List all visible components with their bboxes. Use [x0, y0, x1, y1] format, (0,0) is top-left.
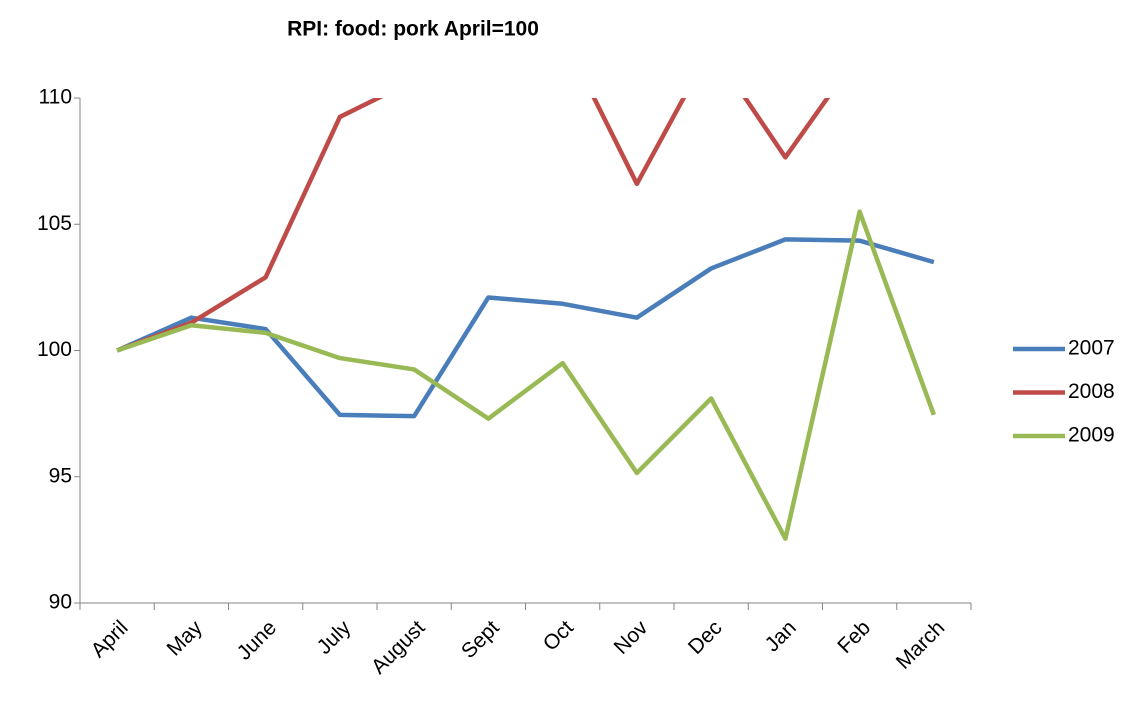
- y-tick-label: 95: [49, 464, 72, 487]
- legend-label: 2008: [1068, 380, 1115, 403]
- legend-label: 2007: [1068, 337, 1115, 360]
- y-tick-label: 90: [49, 591, 72, 614]
- x-tick-label: July: [313, 616, 356, 659]
- chart-title: RPI: food: pork April=100: [287, 18, 539, 41]
- series-line: [116, 237, 935, 419]
- y-tick-label: 100: [37, 338, 72, 361]
- x-tick-label: Feb: [833, 616, 875, 658]
- x-tick-label: August: [367, 616, 430, 679]
- y-tick-label: 110: [39, 86, 72, 109]
- x-tick-label: March: [892, 616, 950, 674]
- series-line: [116, 98, 831, 353]
- x-tick-label: Nov: [610, 616, 653, 659]
- x-tick-label: Dec: [684, 616, 727, 659]
- x-tick-label: June: [233, 616, 281, 664]
- y-tick-label: 105: [37, 212, 72, 235]
- x-tick-label: April: [87, 616, 133, 662]
- x-tick-label: May: [163, 616, 208, 661]
- x-tick-label: Jan: [761, 616, 801, 656]
- x-tick-label: Oct: [539, 616, 578, 655]
- x-tick-label: Sept: [457, 616, 504, 663]
- legend-label: 2009: [1068, 424, 1115, 447]
- series-line: [116, 209, 936, 541]
- plot-area: [116, 98, 936, 541]
